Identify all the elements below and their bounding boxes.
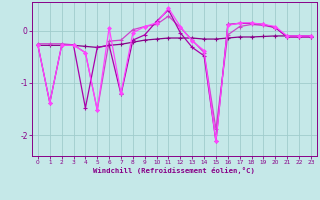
X-axis label: Windchill (Refroidissement éolien,°C): Windchill (Refroidissement éolien,°C) xyxy=(93,167,255,174)
